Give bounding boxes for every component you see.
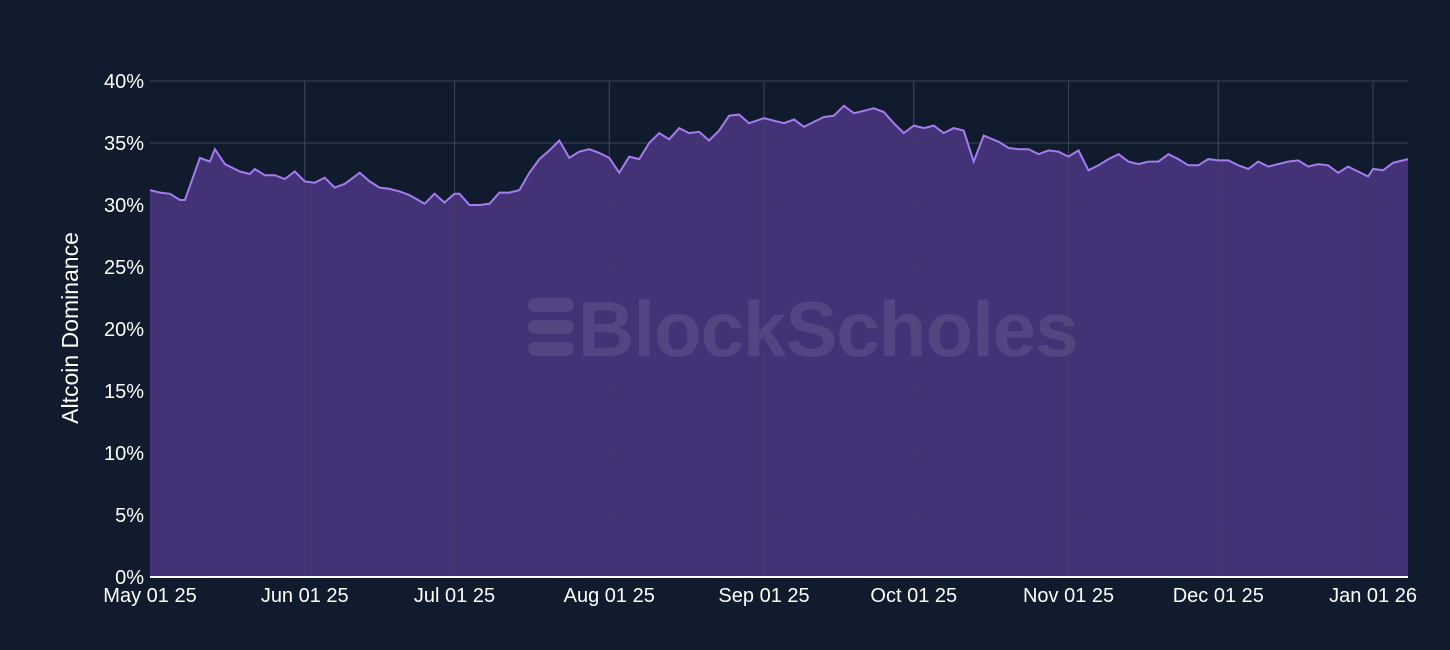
y-axis-title: Altcoin Dominance <box>57 232 83 424</box>
watermark-text: BlockScholes <box>578 285 1078 373</box>
y-tick-label: 25% <box>104 257 144 279</box>
x-tick-label: Nov 01 25 <box>1023 585 1114 607</box>
x-tick-label: Aug 01 25 <box>564 585 655 607</box>
x-tick-label: Oct 01 25 <box>870 585 957 607</box>
x-tick-label: May 01 25 <box>103 585 196 607</box>
series-line <box>149 104 1409 206</box>
x-axis-ticks: May 01 25 Jun 01 25 Jul 01 25 Aug 01 25 Sep … <box>103 585 1417 607</box>
area-fill <box>150 105 1408 578</box>
y-tick-label: 20% <box>104 319 144 341</box>
y-tick-label: 35% <box>104 133 144 155</box>
x-tick-label: Dec 01 25 <box>1173 585 1264 607</box>
y-tick-label: 15% <box>104 381 144 403</box>
y-axis-ticks: 0% 5% 10% 15% 20% 25% 30% 35% 40% <box>104 71 144 589</box>
y-tick-label: 0% <box>115 567 144 589</box>
watermark: BlockScholes <box>528 285 1079 373</box>
x-tick-label: Jan 01 26 <box>1329 585 1417 607</box>
gridlines-overlay <box>150 80 1408 577</box>
x-tick-label: Sep 01 25 <box>718 585 809 607</box>
y-tick-label: 40% <box>104 71 144 93</box>
y-tick-label: 5% <box>115 505 144 527</box>
y-tick-label: 30% <box>104 195 144 217</box>
y-tick-label: 10% <box>104 443 144 465</box>
x-tick-label: Jun 01 25 <box>261 585 349 607</box>
x-tick-label: Jul 01 25 <box>414 585 495 607</box>
blockscholes-logo-icon <box>528 298 574 356</box>
